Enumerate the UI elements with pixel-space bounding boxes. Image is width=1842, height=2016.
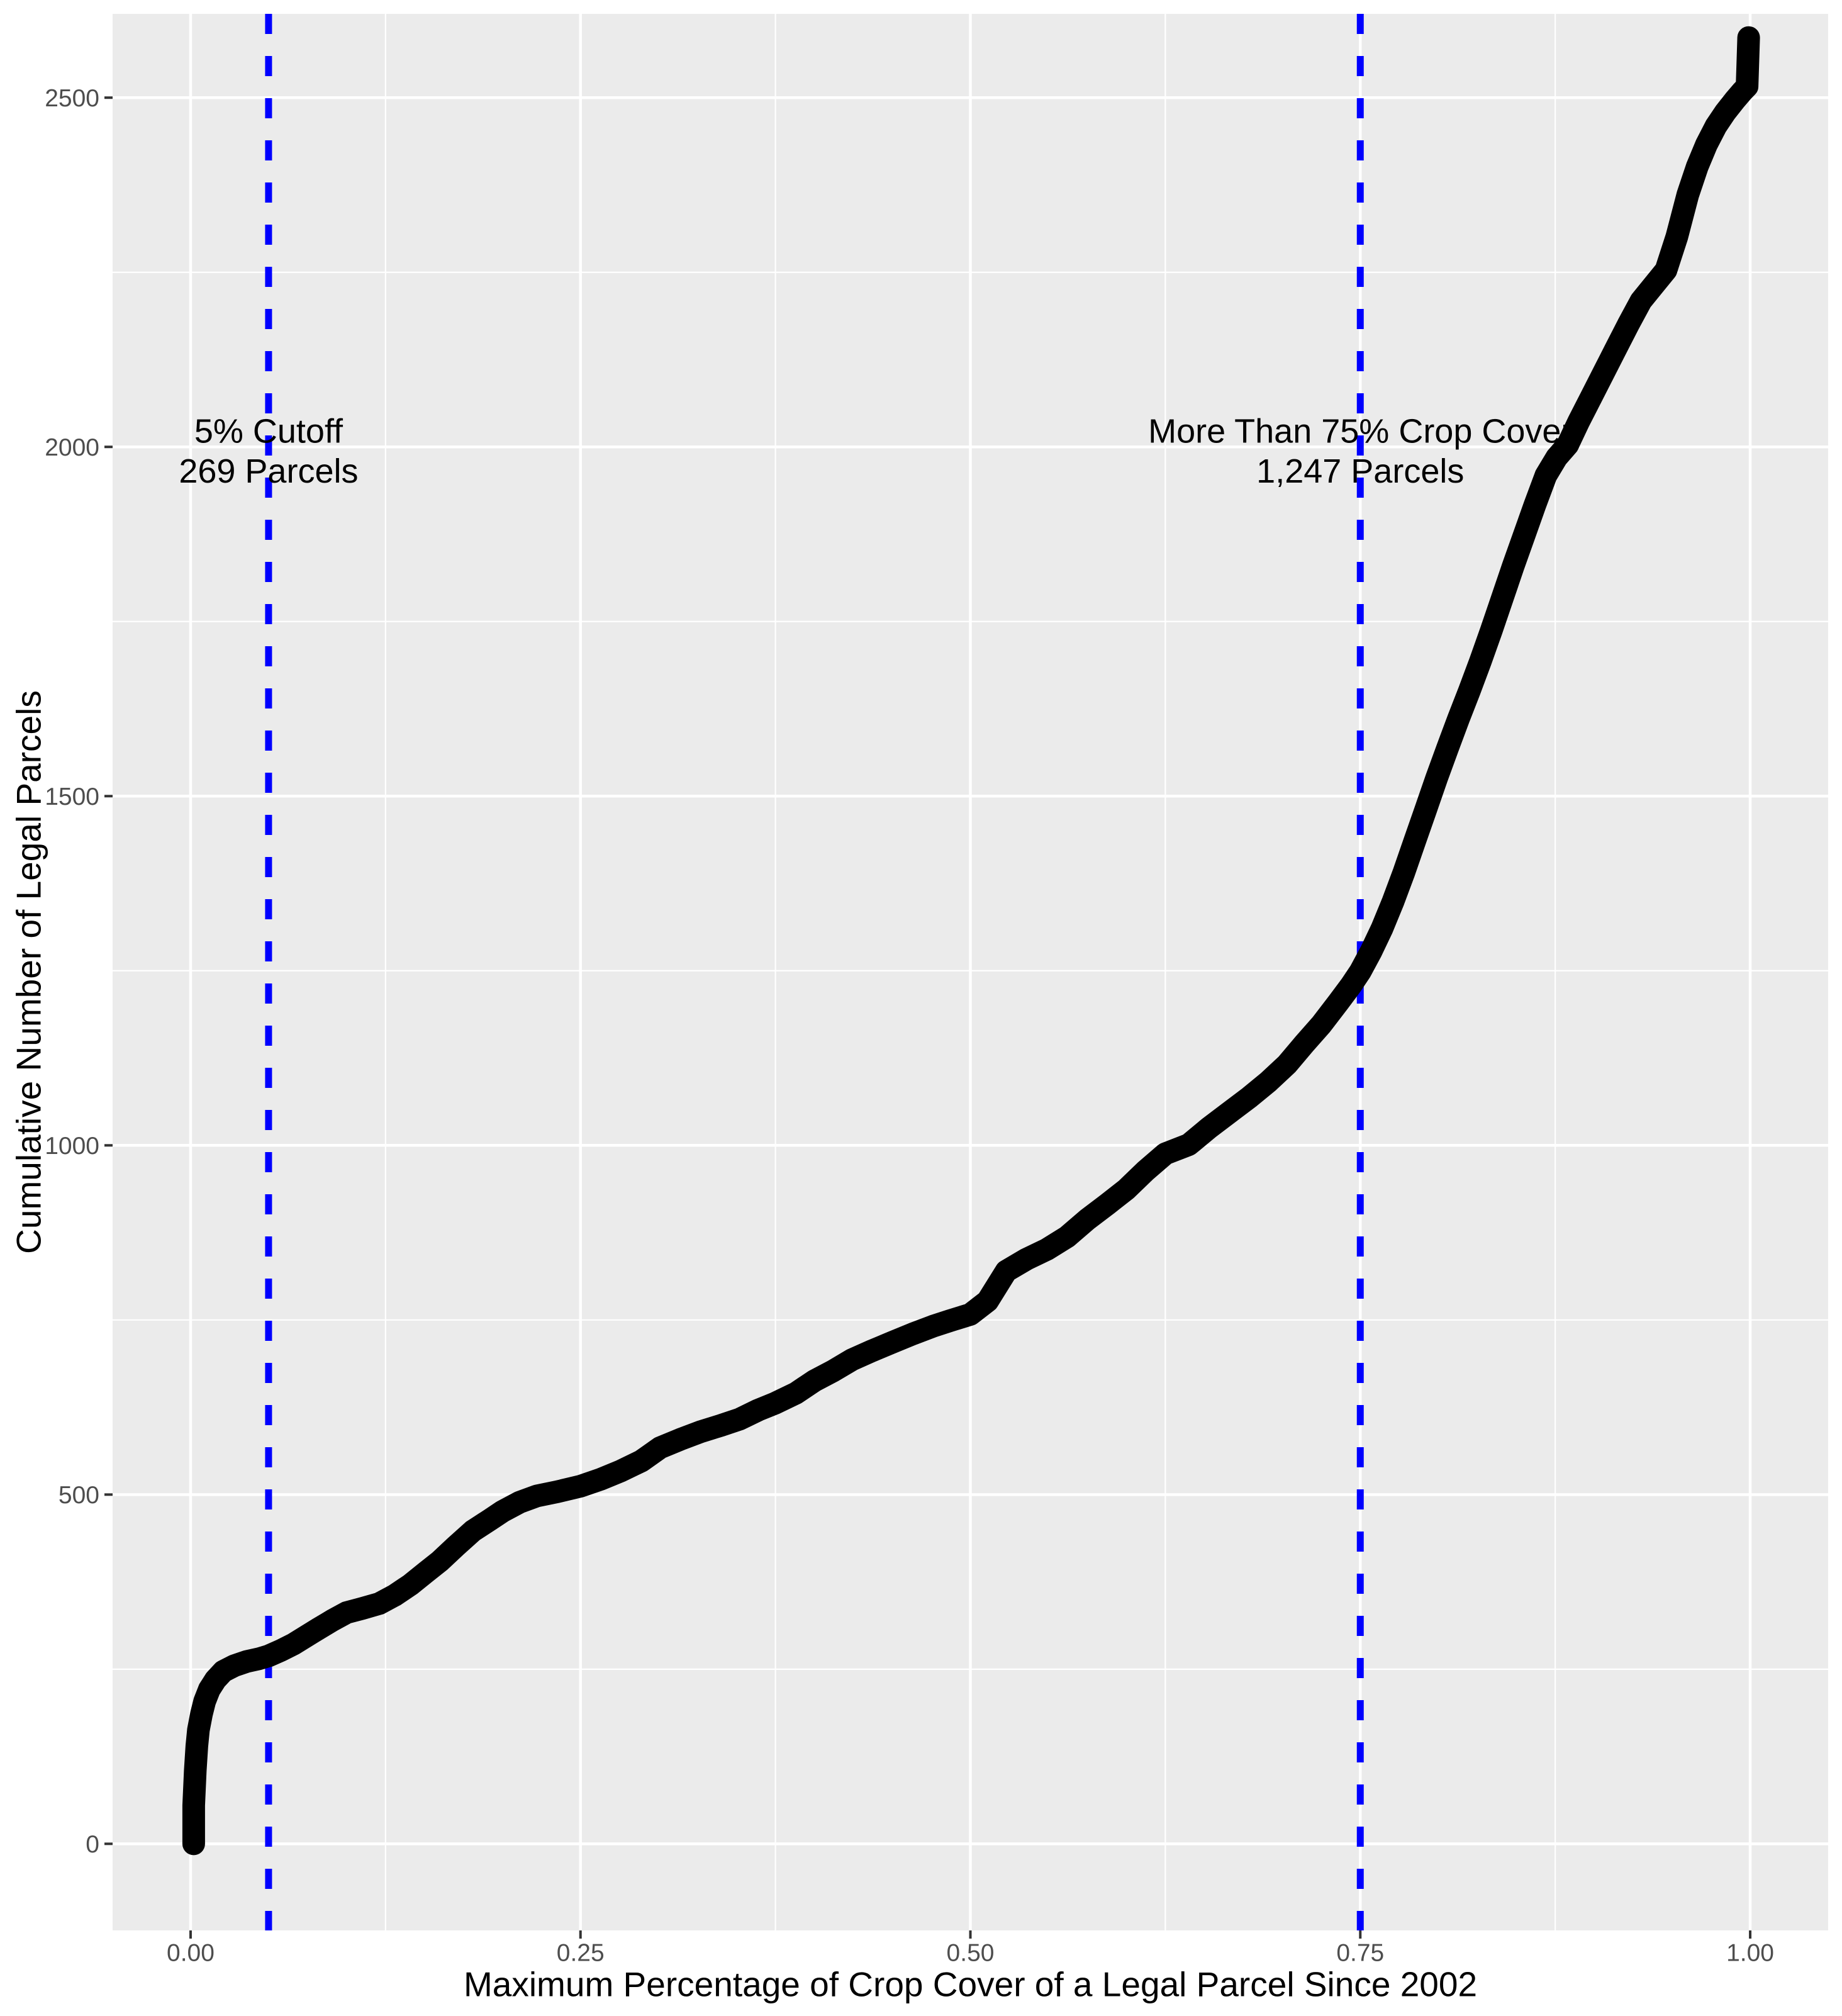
x-tick-label-1: 0.25 (557, 1940, 605, 1967)
annotation-line-0-1: 269 Parcels (179, 452, 358, 490)
x-tick-label-0: 0.00 (167, 1940, 215, 1967)
y-tick-label-0: 0 (86, 1831, 99, 1858)
annotation-line-0-0: 5% Cutoff (194, 413, 343, 451)
x-tick-label-2: 0.50 (947, 1940, 995, 1967)
y-tick-label-3: 1500 (45, 783, 99, 810)
y-tick-label-4: 2000 (45, 434, 99, 461)
annotation-line-1-0: More Than 75% Crop Cover (1148, 413, 1572, 451)
y-tick-label-1: 500 (59, 1482, 99, 1509)
y-tick-label-5: 2500 (45, 85, 99, 112)
y-axis-title: Cumulative Number of Legal Parcels (9, 690, 48, 1254)
annotation-line-1-1: 1,247 Parcels (1256, 452, 1464, 490)
cumulative-parcels-curve (182, 26, 1760, 1856)
y-tick-label-2: 1000 (45, 1133, 99, 1160)
x-tick-label-4: 1.00 (1726, 1940, 1774, 1967)
x-axis-title: Maximum Percentage of Crop Cover of a Le… (464, 1964, 1477, 2003)
x-tick-label-3: 0.75 (1336, 1940, 1384, 1967)
